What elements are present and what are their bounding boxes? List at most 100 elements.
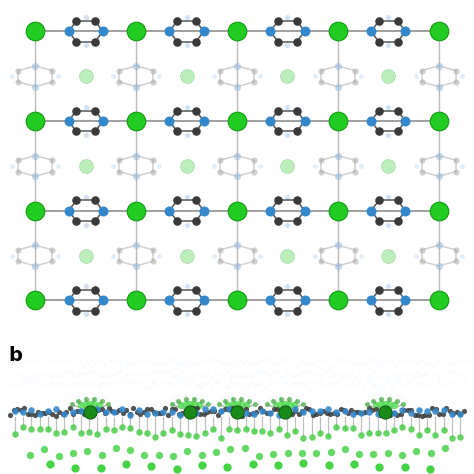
Point xyxy=(180,391,188,398)
Point xyxy=(329,371,337,379)
Point xyxy=(219,402,226,410)
Point xyxy=(415,431,423,439)
Point xyxy=(174,397,182,405)
Point xyxy=(344,393,352,401)
Point xyxy=(183,283,191,290)
Point xyxy=(126,360,134,368)
Point xyxy=(379,361,387,368)
Point xyxy=(216,356,223,364)
Point xyxy=(168,401,176,408)
Point xyxy=(102,425,109,432)
Point xyxy=(200,207,208,215)
Point xyxy=(109,73,117,80)
Point xyxy=(201,429,209,437)
Point xyxy=(450,367,457,375)
Point xyxy=(86,400,94,408)
Point xyxy=(250,427,258,435)
Point xyxy=(350,403,358,411)
Point xyxy=(231,372,239,380)
Point xyxy=(212,398,219,405)
Point xyxy=(394,307,401,315)
Point xyxy=(82,193,90,201)
Point xyxy=(64,369,71,376)
Point xyxy=(44,408,52,415)
Point xyxy=(410,383,418,390)
Point xyxy=(118,406,126,413)
Point xyxy=(56,358,64,366)
Point xyxy=(274,107,282,115)
Point xyxy=(317,67,325,74)
Point xyxy=(173,128,181,135)
Point xyxy=(149,257,157,265)
Point xyxy=(83,447,91,455)
Point xyxy=(266,27,274,35)
Point xyxy=(142,358,149,366)
Point xyxy=(212,448,220,456)
Point xyxy=(231,358,239,365)
Point xyxy=(1,358,9,366)
Point xyxy=(183,14,191,21)
Point xyxy=(182,401,190,408)
Point xyxy=(9,162,16,170)
Point xyxy=(360,360,367,368)
Point xyxy=(177,360,184,368)
Point xyxy=(333,408,340,416)
Point xyxy=(285,401,293,408)
Point xyxy=(112,408,119,416)
Point xyxy=(341,424,348,432)
Point xyxy=(132,207,140,215)
Point xyxy=(398,452,406,459)
Point xyxy=(399,423,406,430)
Point xyxy=(255,398,263,405)
Point xyxy=(360,381,367,389)
Point xyxy=(75,357,83,365)
Point xyxy=(412,162,419,170)
Point xyxy=(367,297,375,304)
Point xyxy=(83,360,91,367)
Point xyxy=(189,404,197,412)
Point xyxy=(293,286,301,294)
Point xyxy=(298,449,306,457)
Point xyxy=(168,427,175,434)
Point xyxy=(233,83,241,91)
Point xyxy=(435,297,443,304)
Point xyxy=(403,379,410,387)
Point xyxy=(250,168,258,175)
Point xyxy=(155,452,163,459)
Point xyxy=(401,27,409,35)
Point xyxy=(298,408,306,415)
Point xyxy=(218,407,225,415)
Point xyxy=(155,252,163,259)
Point xyxy=(52,359,59,366)
Point xyxy=(356,450,363,458)
Point xyxy=(274,197,282,204)
Point xyxy=(407,368,414,375)
Point xyxy=(19,423,27,430)
Point xyxy=(301,117,309,125)
Point xyxy=(401,406,408,413)
Point xyxy=(372,369,379,376)
Point xyxy=(249,460,256,468)
Point xyxy=(330,410,337,417)
Point xyxy=(91,368,99,375)
Point xyxy=(364,372,372,380)
Point xyxy=(169,372,176,380)
Point xyxy=(341,408,348,415)
Point xyxy=(228,405,236,412)
Point xyxy=(399,356,407,364)
Point xyxy=(11,430,19,438)
Point xyxy=(114,378,122,386)
Point xyxy=(69,424,76,431)
Point xyxy=(13,369,20,376)
Point xyxy=(208,373,216,381)
Point xyxy=(458,252,465,259)
Point xyxy=(114,368,122,375)
Point xyxy=(91,307,99,315)
Point xyxy=(31,262,39,270)
Point xyxy=(52,412,60,419)
Point xyxy=(28,372,36,379)
Point xyxy=(247,359,255,366)
Point xyxy=(378,398,385,406)
Point xyxy=(203,408,211,416)
Point xyxy=(183,42,191,49)
